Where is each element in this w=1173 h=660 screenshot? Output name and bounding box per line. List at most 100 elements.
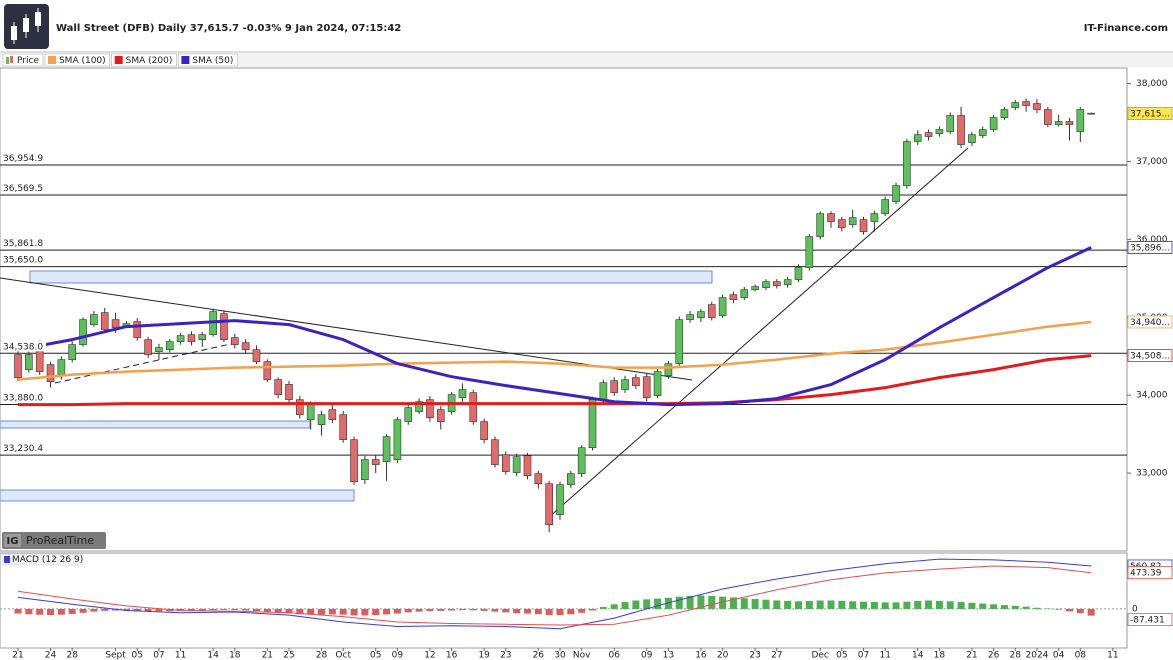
histogram-bar <box>144 608 152 612</box>
x-tick-label: 11 <box>879 651 890 660</box>
macd-line <box>17 565 1092 626</box>
candle-body <box>263 361 272 380</box>
histogram-bar <box>14 608 22 614</box>
price-tag-label: 37,615... <box>1130 110 1170 120</box>
icon-body <box>23 18 29 32</box>
candle-body <box>610 380 619 393</box>
x-tick-label: 05 <box>132 651 143 660</box>
histogram-bar <box>870 602 878 609</box>
candle-body <box>1033 103 1041 110</box>
histogram-bar <box>383 608 391 615</box>
histogram-bar <box>523 608 531 614</box>
x-tick-label: Dec <box>811 651 828 660</box>
icon-body <box>35 12 41 26</box>
x-tick-label: 13 <box>663 651 674 660</box>
histogram-bar <box>36 608 44 615</box>
histogram-bar <box>751 598 759 609</box>
price-tag-label: -87.431 <box>1130 616 1165 626</box>
y-tick-label: 33,000 <box>1136 469 1168 479</box>
legend-bar <box>0 53 1173 67</box>
candle-body <box>79 319 87 345</box>
candle-body <box>252 349 261 362</box>
histogram-bar <box>968 602 976 609</box>
x-tick-label: 06 <box>608 651 620 660</box>
candle-body <box>480 421 488 440</box>
zone <box>29 270 713 284</box>
histogram-bar <box>589 608 597 611</box>
level-label-bg <box>1 392 47 403</box>
candle-body <box>556 484 564 515</box>
legend-item <box>44 53 110 67</box>
histogram-bar <box>318 608 326 615</box>
price-tag-label: 34,940... <box>1130 318 1170 328</box>
macd-title: MACD (12 26 9) <box>12 555 83 565</box>
x-tick-label: 28 <box>316 651 328 660</box>
histogram-bar <box>361 608 369 616</box>
histogram-bar <box>849 601 857 609</box>
x-tick-label: Nov <box>573 651 591 660</box>
candle-body <box>501 454 510 472</box>
candle-body <box>751 286 759 290</box>
macd-legend-bg <box>1 553 83 566</box>
candle-body <box>881 199 890 214</box>
candle-body <box>913 134 922 142</box>
histogram-bar <box>556 608 564 616</box>
candle-body <box>848 217 857 225</box>
candle-body <box>285 383 293 400</box>
y-tick-label: 38,000 <box>1136 79 1168 89</box>
histogram-bar <box>816 600 824 609</box>
candle-body <box>577 447 586 474</box>
level-label-bg <box>1 238 47 249</box>
candle-body <box>371 459 380 465</box>
histogram-bar <box>1055 608 1063 610</box>
histogram-bar <box>274 608 282 613</box>
legend-swatch <box>10 56 13 63</box>
candle-body <box>729 294 738 300</box>
histogram-bar <box>252 608 260 612</box>
candle-body <box>241 342 250 350</box>
histogram-bar <box>480 608 488 611</box>
histogram-bar <box>621 602 629 609</box>
histogram-bar <box>794 601 802 609</box>
x-tick-label: 20 <box>717 651 729 660</box>
histogram-bar <box>437 608 445 611</box>
histogram-bar <box>903 601 911 609</box>
candle-body <box>415 401 423 412</box>
candle-body <box>436 409 445 422</box>
candle-body <box>621 379 629 390</box>
histogram-bar <box>231 608 239 611</box>
level-label: 34,538.0 <box>3 342 43 352</box>
x-tick-label: 25 <box>283 651 294 660</box>
histogram-bar <box>458 608 466 611</box>
level-label-bg <box>1 341 47 352</box>
histogram-bar <box>263 608 271 612</box>
candle-body <box>111 319 120 328</box>
histogram-bar <box>57 608 65 615</box>
x-tick-label: 2024 <box>1026 651 1049 660</box>
price-tag-label: 35,896... <box>1130 243 1170 253</box>
price-tag <box>1127 566 1173 580</box>
candle-body <box>317 414 326 425</box>
price-tag <box>1127 315 1173 329</box>
candle-body <box>1011 102 1020 108</box>
histogram-bar <box>567 608 575 615</box>
candle-body <box>707 304 716 318</box>
y-tick-label: 0 <box>1132 604 1138 614</box>
candle-body <box>155 347 163 352</box>
candle-body <box>838 219 846 228</box>
candle-body <box>426 399 434 418</box>
histogram-bar <box>296 608 304 615</box>
x-tick-label: 26 <box>988 651 1000 660</box>
x-tick-label: 07 <box>858 651 869 660</box>
histogram-bar <box>1087 608 1095 616</box>
candle-body <box>220 313 228 340</box>
candle-body <box>274 379 282 395</box>
level-label-bg <box>1 443 47 454</box>
x-tick-label: 11 <box>1107 651 1118 660</box>
x-tick-label: 14 <box>207 651 219 660</box>
histogram-bar <box>79 608 87 613</box>
histogram-bar <box>708 595 716 609</box>
x-tick-label: 27 <box>771 651 782 660</box>
histogram-bar <box>393 608 401 614</box>
